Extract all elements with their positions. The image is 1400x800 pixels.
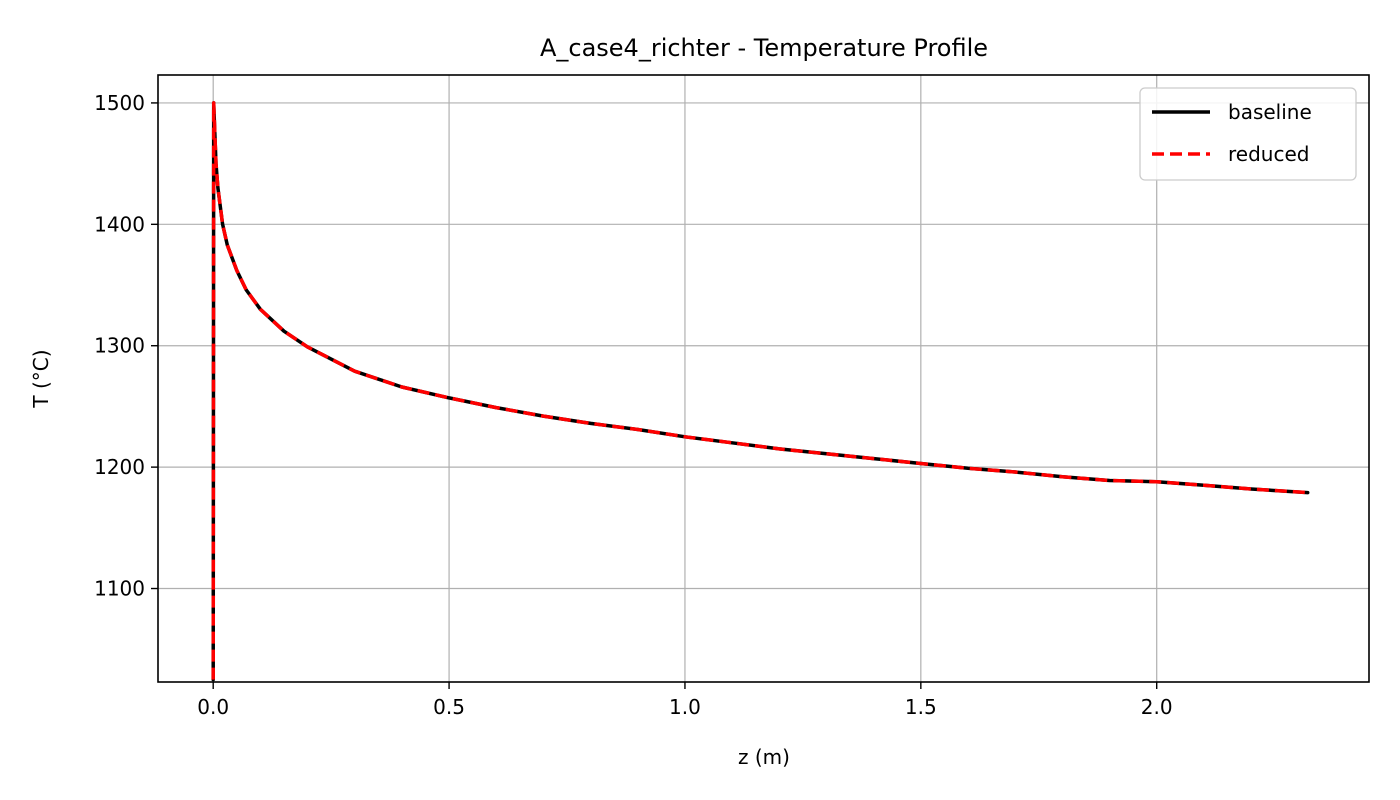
x-tick-label: 1.5 — [905, 695, 937, 719]
legend-label-reduced: reduced — [1228, 142, 1309, 166]
x-tick-label: 0.5 — [433, 695, 465, 719]
x-tick-label: 1.0 — [669, 695, 701, 719]
legend: baseline reduced — [1139, 87, 1357, 181]
legend-label-baseline: baseline — [1228, 100, 1312, 124]
x-axis-label: z (m) — [738, 745, 790, 769]
series-line-reduced — [211, 101, 1308, 680]
series-lines — [211, 101, 1310, 682]
y-tick-label: 1400 — [94, 212, 145, 236]
y-tick-label: 1500 — [94, 91, 145, 115]
x-tick-label: 2.0 — [1141, 695, 1173, 719]
axis-ticks: 0.0 0.5 1.0 1.5 2.0 1100 1200 1300 1400 1500 — [94, 91, 1173, 719]
y-tick-label: 1100 — [94, 577, 145, 601]
x-tick-label: 0.0 — [197, 695, 229, 719]
y-axis-label: T (°C) — [29, 349, 53, 408]
y-tick-label: 1300 — [94, 334, 145, 358]
y-tick-label: 1200 — [94, 455, 145, 479]
plot-frame — [157, 74, 1370, 683]
chart-title: A_case4_richter - Temperature Profile — [540, 34, 988, 62]
